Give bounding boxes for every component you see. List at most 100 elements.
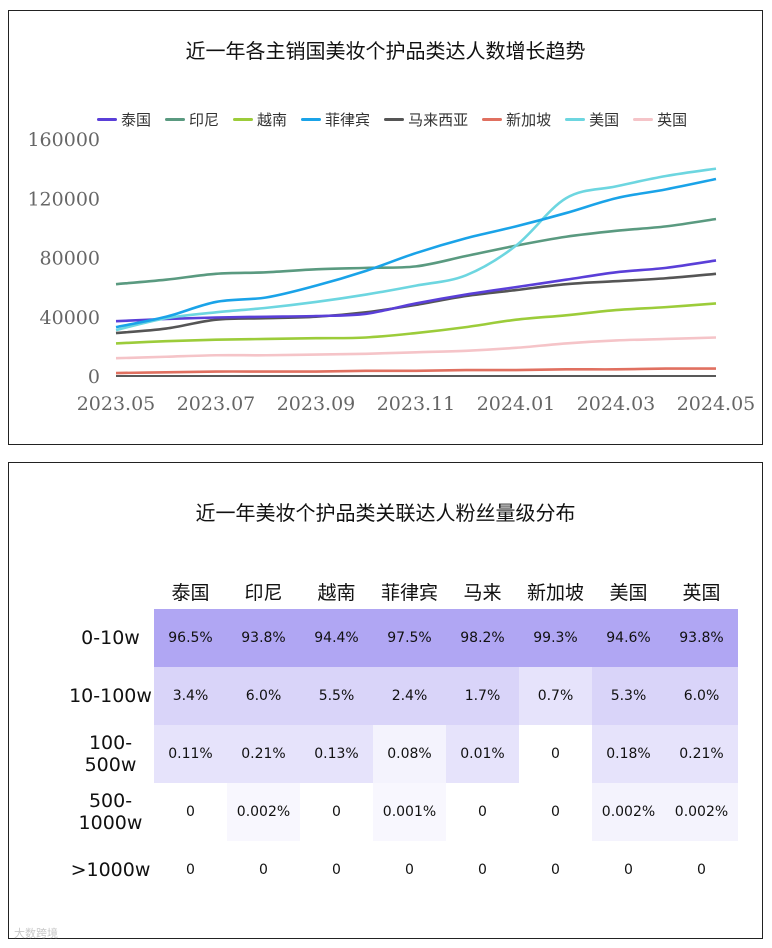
legend-swatch xyxy=(384,118,405,121)
table-cell: 0 xyxy=(519,783,592,841)
legend-label: 新加坡 xyxy=(506,111,552,129)
table-cell: 0.13% xyxy=(300,725,373,783)
table-cell: 0.002% xyxy=(592,783,665,841)
table-cell: 0 xyxy=(227,841,300,899)
legend-label: 菲律宾 xyxy=(325,111,371,129)
table-cell: 5.5% xyxy=(300,667,373,725)
table-header-row: 泰国 印尼 越南 菲律宾 马来 新加坡 美国 英国 xyxy=(67,573,738,609)
table-cell: 99.3% xyxy=(519,609,592,667)
column-header: 菲律宾 xyxy=(380,581,438,604)
table-cell: 0.18% xyxy=(592,725,665,783)
legend-item: 马来西亚 xyxy=(384,109,468,130)
table-row: >1000w 0 0 0 0 0 0 0 0 xyxy=(67,841,738,899)
table-cell: 0.002% xyxy=(227,783,300,841)
legend-item: 印尼 xyxy=(165,109,219,130)
x-tick-label: 2023.11 xyxy=(377,393,456,415)
x-tick-label: 2024.05 xyxy=(677,393,756,415)
legend-label: 马来西亚 xyxy=(408,111,469,129)
table-cell: 0 xyxy=(665,841,738,899)
legend-swatch xyxy=(97,118,117,121)
table-cell: 0.001% xyxy=(373,783,446,841)
table-row: 500-1000w 0 0.002% 0 0.001% 0 0 0.002% 0.002% xyxy=(67,783,738,841)
series-line-0 xyxy=(115,259,717,323)
legend-label: 越南 xyxy=(257,111,288,129)
table-cell: 0 xyxy=(519,841,592,899)
legend-swatch xyxy=(482,118,503,121)
series-line-7 xyxy=(115,336,717,360)
series-line-2 xyxy=(115,302,717,345)
fan-distribution-table: 泰国 印尼 越南 菲律宾 马来 新加坡 美国 英国 0-10w 96.5% 93.8% 94.4% 9… xyxy=(67,573,738,899)
table-cell: 0.002% xyxy=(665,783,738,841)
x-tick-label: 2023.09 xyxy=(277,393,356,415)
column-header: 印尼 xyxy=(244,581,283,604)
row-label: 500-1000w xyxy=(67,783,154,841)
table-row: 100-500w 0.11% 0.21% 0.13% 0.08% 0.01% 0 0.18% 0… xyxy=(67,725,738,783)
table-cell: 2.4% xyxy=(373,667,446,725)
table-cell: 5.3% xyxy=(592,667,665,725)
series-line-3 xyxy=(115,177,717,329)
legend-item: 越南 xyxy=(233,109,287,130)
table-cell: 0.7% xyxy=(519,667,592,725)
series-line-5 xyxy=(115,367,717,375)
series-line-1 xyxy=(115,217,717,286)
legend-swatch xyxy=(165,118,186,121)
legend-label: 美国 xyxy=(589,111,620,129)
y-tick-label: 40000 xyxy=(40,307,100,329)
legend-item: 菲律宾 xyxy=(301,109,370,130)
line-chart: 0 40000 80000 120000 160000 2023.05 2023.07 202… xyxy=(27,129,756,415)
table-cell: 3.4% xyxy=(154,667,227,725)
series-line-6 xyxy=(115,167,717,332)
table-cell: 0.08% xyxy=(373,725,446,783)
column-header: 泰国 xyxy=(171,581,210,604)
x-tick-label: 2023.07 xyxy=(177,393,256,415)
table-cell: 0.11% xyxy=(154,725,227,783)
legend-label: 英国 xyxy=(657,111,688,129)
table-row: 0-10w 96.5% 93.8% 94.4% 97.5% 98.2% 99.3% 94.6%… xyxy=(67,609,738,667)
legend-item: 新加坡 xyxy=(482,109,551,130)
table-cell: 0.01% xyxy=(446,725,519,783)
column-header: 马来 xyxy=(463,581,502,604)
table-cell: 0 xyxy=(592,841,665,899)
table-cell: 6.0% xyxy=(665,667,738,725)
table-cell: 96.5% xyxy=(154,609,227,667)
watermark: 大数跨境 xyxy=(14,927,58,940)
column-header: 新加坡 xyxy=(526,581,584,604)
column-header: 美国 xyxy=(609,581,648,604)
table-title: 近一年美妆个护品类关联达人粉丝量级分布 xyxy=(195,501,576,525)
table-cell: 0.21% xyxy=(665,725,738,783)
row-label: 0-10w xyxy=(67,609,154,667)
legend-swatch xyxy=(301,118,322,121)
row-label: 100-500w xyxy=(67,725,154,783)
table-cell: 0 xyxy=(446,783,519,841)
table-cell: 98.2% xyxy=(446,609,519,667)
table-row: 10-100w 3.4% 6.0% 5.5% 2.4% 1.7% 0.7% 5.3% 6.0% xyxy=(67,667,738,725)
series-line-4 xyxy=(115,272,717,335)
chart-legend: 泰国 印尼 越南 菲律宾 马来西亚 新加坡 美国 英国 xyxy=(97,109,687,130)
table-cell: 94.4% xyxy=(300,609,373,667)
legend-swatch xyxy=(633,118,654,121)
table-cell: 0 xyxy=(154,841,227,899)
row-label: 10-100w xyxy=(67,667,154,725)
y-tick-label: 0 xyxy=(88,366,100,388)
legend-item: 泰国 xyxy=(97,109,151,130)
table-cell: 97.5% xyxy=(373,609,446,667)
x-tick-label: 2023.05 xyxy=(77,393,156,415)
table-cell: 6.0% xyxy=(227,667,300,725)
legend-label: 泰国 xyxy=(121,111,152,129)
chart-title: 近一年各主销国美妆个护品类达人数增长趋势 xyxy=(185,39,586,63)
table-cell: 0 xyxy=(300,841,373,899)
growth-chart-panel: 近一年各主销国美妆个护品类达人数增长趋势 泰国 印尼 越南 菲律宾 马来西亚 新加坡 美国 英… xyxy=(8,10,763,445)
y-tick-label: 80000 xyxy=(40,248,100,270)
table-cell: 0 xyxy=(373,841,446,899)
table-cell: 93.8% xyxy=(227,609,300,667)
table-cell: 0 xyxy=(519,725,592,783)
table-cell: 0.21% xyxy=(227,725,300,783)
table-cell: 0 xyxy=(446,841,519,899)
legend-swatch xyxy=(233,118,254,121)
table-cell: 93.8% xyxy=(665,609,738,667)
row-label: >1000w xyxy=(67,841,154,899)
legend-item: 美国 xyxy=(565,109,619,130)
legend-item: 英国 xyxy=(633,109,687,130)
table-cell: 0 xyxy=(154,783,227,841)
x-tick-label: 2024.03 xyxy=(577,393,656,415)
